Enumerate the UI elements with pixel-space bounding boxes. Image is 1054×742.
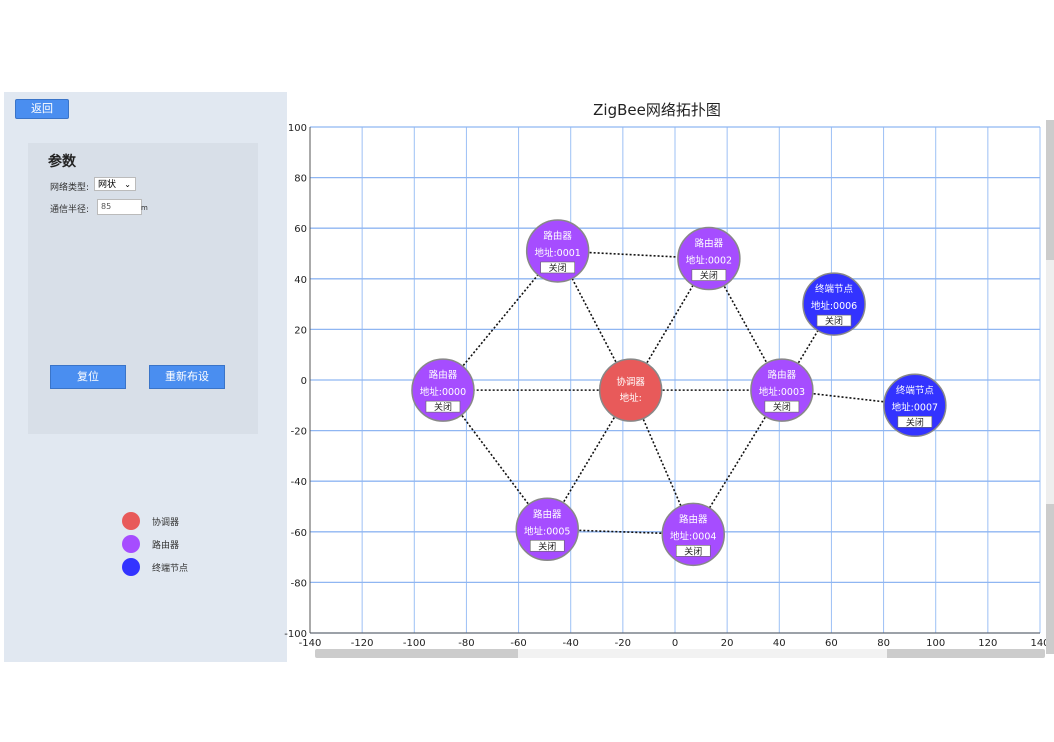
node-type-label: 路由器 xyxy=(543,230,572,242)
legend-label: 终端节点 xyxy=(152,564,189,574)
close-button-label[interactable]: 关闭 xyxy=(825,315,843,327)
close-button[interactable] xyxy=(764,400,800,413)
y-tick-label: 80 xyxy=(294,174,307,185)
radius-unit: m xyxy=(141,204,148,212)
x-tick-label: 40 xyxy=(773,638,786,649)
y-tick-label: -60 xyxy=(291,528,307,539)
x-tick-label: 100 xyxy=(926,638,945,649)
params-title: 参数 xyxy=(48,154,76,170)
x-tick-label: -140 xyxy=(299,638,322,649)
params-panel: 参数 网络类型: 网状 ⌄ 通信半径: 85 m 复位 重新布设 xyxy=(28,143,258,434)
x-tick-label: -20 xyxy=(615,638,631,649)
close-button-label[interactable]: 关闭 xyxy=(538,540,556,552)
x-tick-label: -80 xyxy=(458,638,474,649)
close-button-label[interactable]: 关闭 xyxy=(700,270,718,282)
redeploy-button[interactable]: 重新布设 xyxy=(149,365,225,389)
close-button-label[interactable]: 关闭 xyxy=(773,401,791,413)
network-type-select[interactable]: 网状 ⌄ xyxy=(94,177,136,191)
node-address-label: 地址:0001 xyxy=(534,247,580,259)
legend-label: 路由器 xyxy=(152,541,180,551)
close-button-label[interactable]: 关闭 xyxy=(684,545,702,557)
x-tick-label: -40 xyxy=(563,638,579,649)
y-tick-label: -20 xyxy=(291,427,307,438)
horizontal-scrollbar[interactable] xyxy=(315,649,1045,658)
network-type-value: 网状 xyxy=(98,180,117,190)
x-tick-label: 60 xyxy=(825,638,838,649)
close-button[interactable] xyxy=(691,269,727,281)
x-tick-label: -60 xyxy=(510,638,526,649)
chart-title: ZigBee网络拓扑图 xyxy=(593,101,721,119)
node-type-label: 终端节点 xyxy=(896,384,935,396)
vertical-scrollbar[interactable] xyxy=(1046,120,1054,654)
x-tick-label: 80 xyxy=(877,638,890,649)
close-button[interactable] xyxy=(425,400,461,413)
network-type-label: 网络类型: xyxy=(50,183,90,193)
node-address-label: 地址:0002 xyxy=(686,255,732,267)
end-node-dot-icon xyxy=(122,558,140,576)
radius-input[interactable]: 85 xyxy=(97,199,142,215)
y-tick-label: 20 xyxy=(294,325,307,336)
y-tick-label: -40 xyxy=(291,477,307,488)
close-button[interactable] xyxy=(816,314,852,327)
close-button[interactable] xyxy=(529,539,565,552)
node-address-label: 地址:0004 xyxy=(670,530,716,542)
node-address-label: 地址:0006 xyxy=(811,300,857,312)
y-tick-label: -100 xyxy=(284,629,307,640)
y-tick-label: 100 xyxy=(288,123,307,134)
close-button-label[interactable]: 关闭 xyxy=(549,262,567,274)
node-address-label: 地址:0005 xyxy=(524,525,570,537)
close-button[interactable] xyxy=(675,545,711,557)
node-address-label: 地址: xyxy=(620,392,642,404)
node-type-label: 路由器 xyxy=(695,238,724,250)
node-C xyxy=(598,358,663,422)
close-button[interactable] xyxy=(540,261,575,274)
node-address-label: 地址:0007 xyxy=(892,401,938,413)
y-tick-label: 40 xyxy=(294,275,307,286)
router-dot-icon xyxy=(122,535,140,553)
coordinator-dot-icon xyxy=(122,512,140,530)
chevron-down-icon: ⌄ xyxy=(124,180,131,189)
y-tick-label: -80 xyxy=(291,578,307,589)
node-type-label: 路由器 xyxy=(679,513,708,525)
left-panel: 返回 参数 网络类型: 网状 ⌄ 通信半径: 85 m 复位 重新布设 协调器 路… xyxy=(4,92,287,662)
scroll-thumb[interactable] xyxy=(518,649,887,658)
node-type-label: 路由器 xyxy=(768,369,797,381)
close-button-label[interactable]: 关闭 xyxy=(434,401,452,413)
node-type-label: 终端节点 xyxy=(815,283,854,295)
node-type-label: 路由器 xyxy=(533,508,562,520)
node-address-label: 地址:0003 xyxy=(759,386,805,398)
node-address-label: 地址:0000 xyxy=(420,386,466,398)
node-type-label: 路由器 xyxy=(429,369,458,381)
x-tick-label: -100 xyxy=(403,638,426,649)
x-tick-label: 20 xyxy=(721,638,734,649)
x-tick-label: -120 xyxy=(351,638,374,649)
back-button[interactable]: 返回 xyxy=(15,99,69,119)
close-button[interactable] xyxy=(897,415,933,428)
y-tick-label: 60 xyxy=(294,224,307,235)
radius-label: 通信半径: xyxy=(50,205,90,215)
close-button-label[interactable]: 关闭 xyxy=(906,416,924,428)
x-tick-label: 0 xyxy=(672,638,678,649)
y-tick-label: 0 xyxy=(301,376,307,387)
link-line xyxy=(546,389,632,530)
x-tick-label: 120 xyxy=(978,638,997,649)
reset-button[interactable]: 复位 xyxy=(50,365,126,389)
node-type-label: 协调器 xyxy=(616,376,645,388)
x-tick-label: 140 xyxy=(1030,638,1049,649)
legend-label: 协调器 xyxy=(152,518,180,528)
